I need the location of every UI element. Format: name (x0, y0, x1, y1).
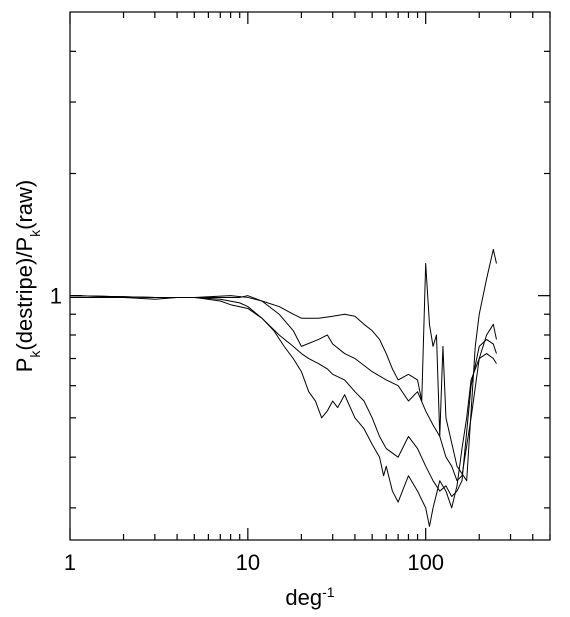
x-axis-title: deg-1 (285, 584, 334, 610)
y-axis-title-subscript-1: k (27, 350, 43, 358)
plot-area: 1 10 100 1 (50, 11, 551, 575)
y-axis-title: Pk(destripe)/Pk(raw) (12, 180, 43, 373)
y-tick-label: 1 (50, 284, 62, 309)
x-tick-label: 100 (407, 550, 444, 575)
series-line-2 (69, 295, 497, 482)
y-axis-title-part-1: P (12, 358, 37, 373)
x-axis-title-exponent: -1 (322, 584, 335, 600)
x-tick-label: 10 (236, 550, 260, 575)
plot-frame (69, 11, 551, 541)
x-axis-title-base: deg (285, 585, 322, 610)
y-axis-title-part-3: (raw) (12, 180, 37, 230)
y-axis-title-subscript-2: k (27, 229, 43, 237)
tick-labels: 1 10 100 1 (50, 284, 444, 575)
series-line-1 (69, 248, 497, 482)
y-axis-title-part-2: (destripe)/P (12, 237, 37, 351)
series-line-4 (70, 296, 497, 527)
series-line-3 (69, 295, 497, 497)
axis-ticks (69, 12, 551, 540)
x-tick-label: 1 (64, 550, 76, 575)
series-lines (69, 248, 497, 527)
